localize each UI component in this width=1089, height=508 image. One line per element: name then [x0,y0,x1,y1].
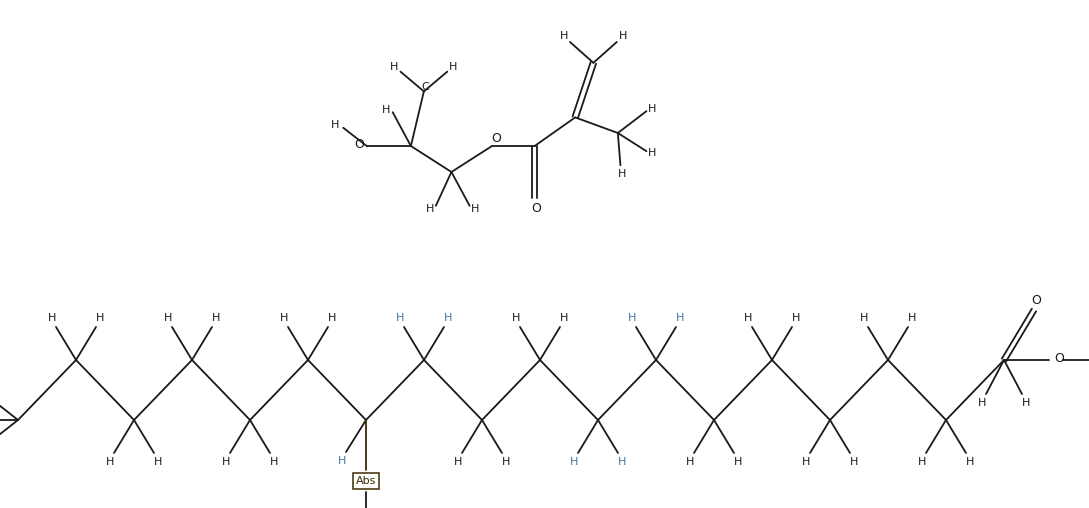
Text: H: H [619,169,626,179]
Text: H: H [648,148,657,158]
Text: H: H [676,313,684,323]
Text: Abs: Abs [356,476,376,486]
Text: H: H [628,313,636,323]
Text: H: H [802,457,810,467]
Text: O: O [531,202,541,214]
Text: H: H [381,105,390,115]
Text: H: H [426,204,435,214]
Text: H: H [444,313,452,323]
Text: H: H [860,313,868,323]
Text: H: H [648,104,657,114]
Text: O: O [355,139,365,151]
Text: H: H [212,313,220,323]
Text: H: H [280,313,289,323]
Text: H: H [338,456,346,466]
Text: H: H [48,313,57,323]
Text: H: H [560,313,568,323]
Text: H: H [918,457,926,467]
Text: O: O [1054,353,1064,365]
Text: H: H [966,457,975,467]
Text: H: H [978,398,987,408]
Text: H: H [792,313,800,323]
Text: H: H [106,457,114,467]
Text: H: H [154,457,162,467]
Text: H: H [744,313,752,323]
Text: H: H [470,204,479,214]
Text: H: H [390,61,399,72]
Text: H: H [734,457,743,467]
Text: H: H [560,31,568,41]
Text: H: H [395,313,404,323]
Text: H: H [96,313,105,323]
Text: H: H [619,31,627,41]
Text: H: H [512,313,521,323]
Text: H: H [449,61,457,72]
Text: H: H [908,313,916,323]
Text: H: H [686,457,694,467]
Text: H: H [454,457,462,467]
Text: O: O [1031,294,1041,306]
Text: H: H [849,457,858,467]
Text: H: H [331,120,340,130]
Text: H: H [270,457,278,467]
Text: C: C [421,82,429,92]
Text: H: H [617,457,626,467]
Text: H: H [222,457,230,467]
Text: H: H [570,457,578,467]
Text: O: O [491,133,501,145]
Text: H: H [163,313,172,323]
Text: H: H [502,457,510,467]
Text: H: H [328,313,337,323]
Text: H: H [1021,398,1030,408]
